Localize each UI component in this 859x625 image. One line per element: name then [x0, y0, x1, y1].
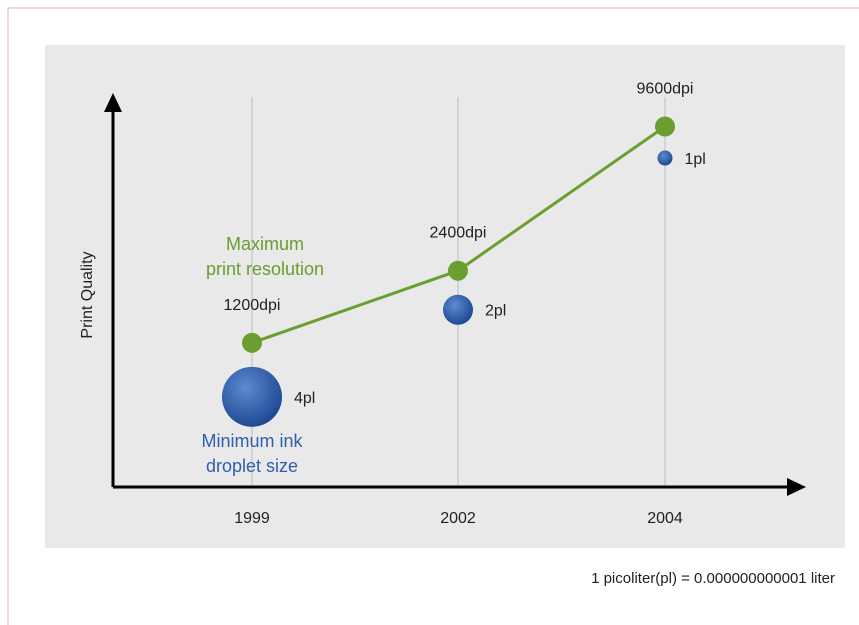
y-axis-arrow	[104, 93, 122, 112]
x-tick-label: 2002	[440, 510, 476, 527]
x-axis-arrow	[787, 478, 806, 496]
resolution-label: 2400dpi	[430, 225, 487, 242]
resolution-point	[242, 332, 262, 353]
droplet-label: 1pl	[685, 151, 706, 168]
x-tick-label: 2004	[647, 510, 683, 527]
y-axis-label: Print Quality	[79, 251, 96, 338]
droplet-bubble	[443, 294, 473, 325]
droplet-bubble	[222, 366, 282, 427]
droplet-bubble	[657, 150, 673, 166]
resolution-label: 9600dpi	[637, 81, 694, 98]
series-label: print resolution	[206, 259, 324, 279]
series-label: Maximum	[226, 234, 304, 254]
droplet-label: 2pl	[485, 303, 506, 320]
footnote: 1 picoliter(pl) = 0.000000000001 liter	[591, 570, 835, 587]
resolution-point	[448, 260, 468, 281]
series-label: Minimum ink	[201, 431, 303, 451]
resolution-point	[655, 116, 675, 137]
x-tick-label: 1999	[234, 510, 270, 527]
resolution-label: 1200dpi	[224, 297, 281, 314]
droplet-label: 4pl	[294, 390, 315, 407]
plot-panel	[45, 45, 845, 548]
series-label: droplet size	[206, 456, 298, 476]
